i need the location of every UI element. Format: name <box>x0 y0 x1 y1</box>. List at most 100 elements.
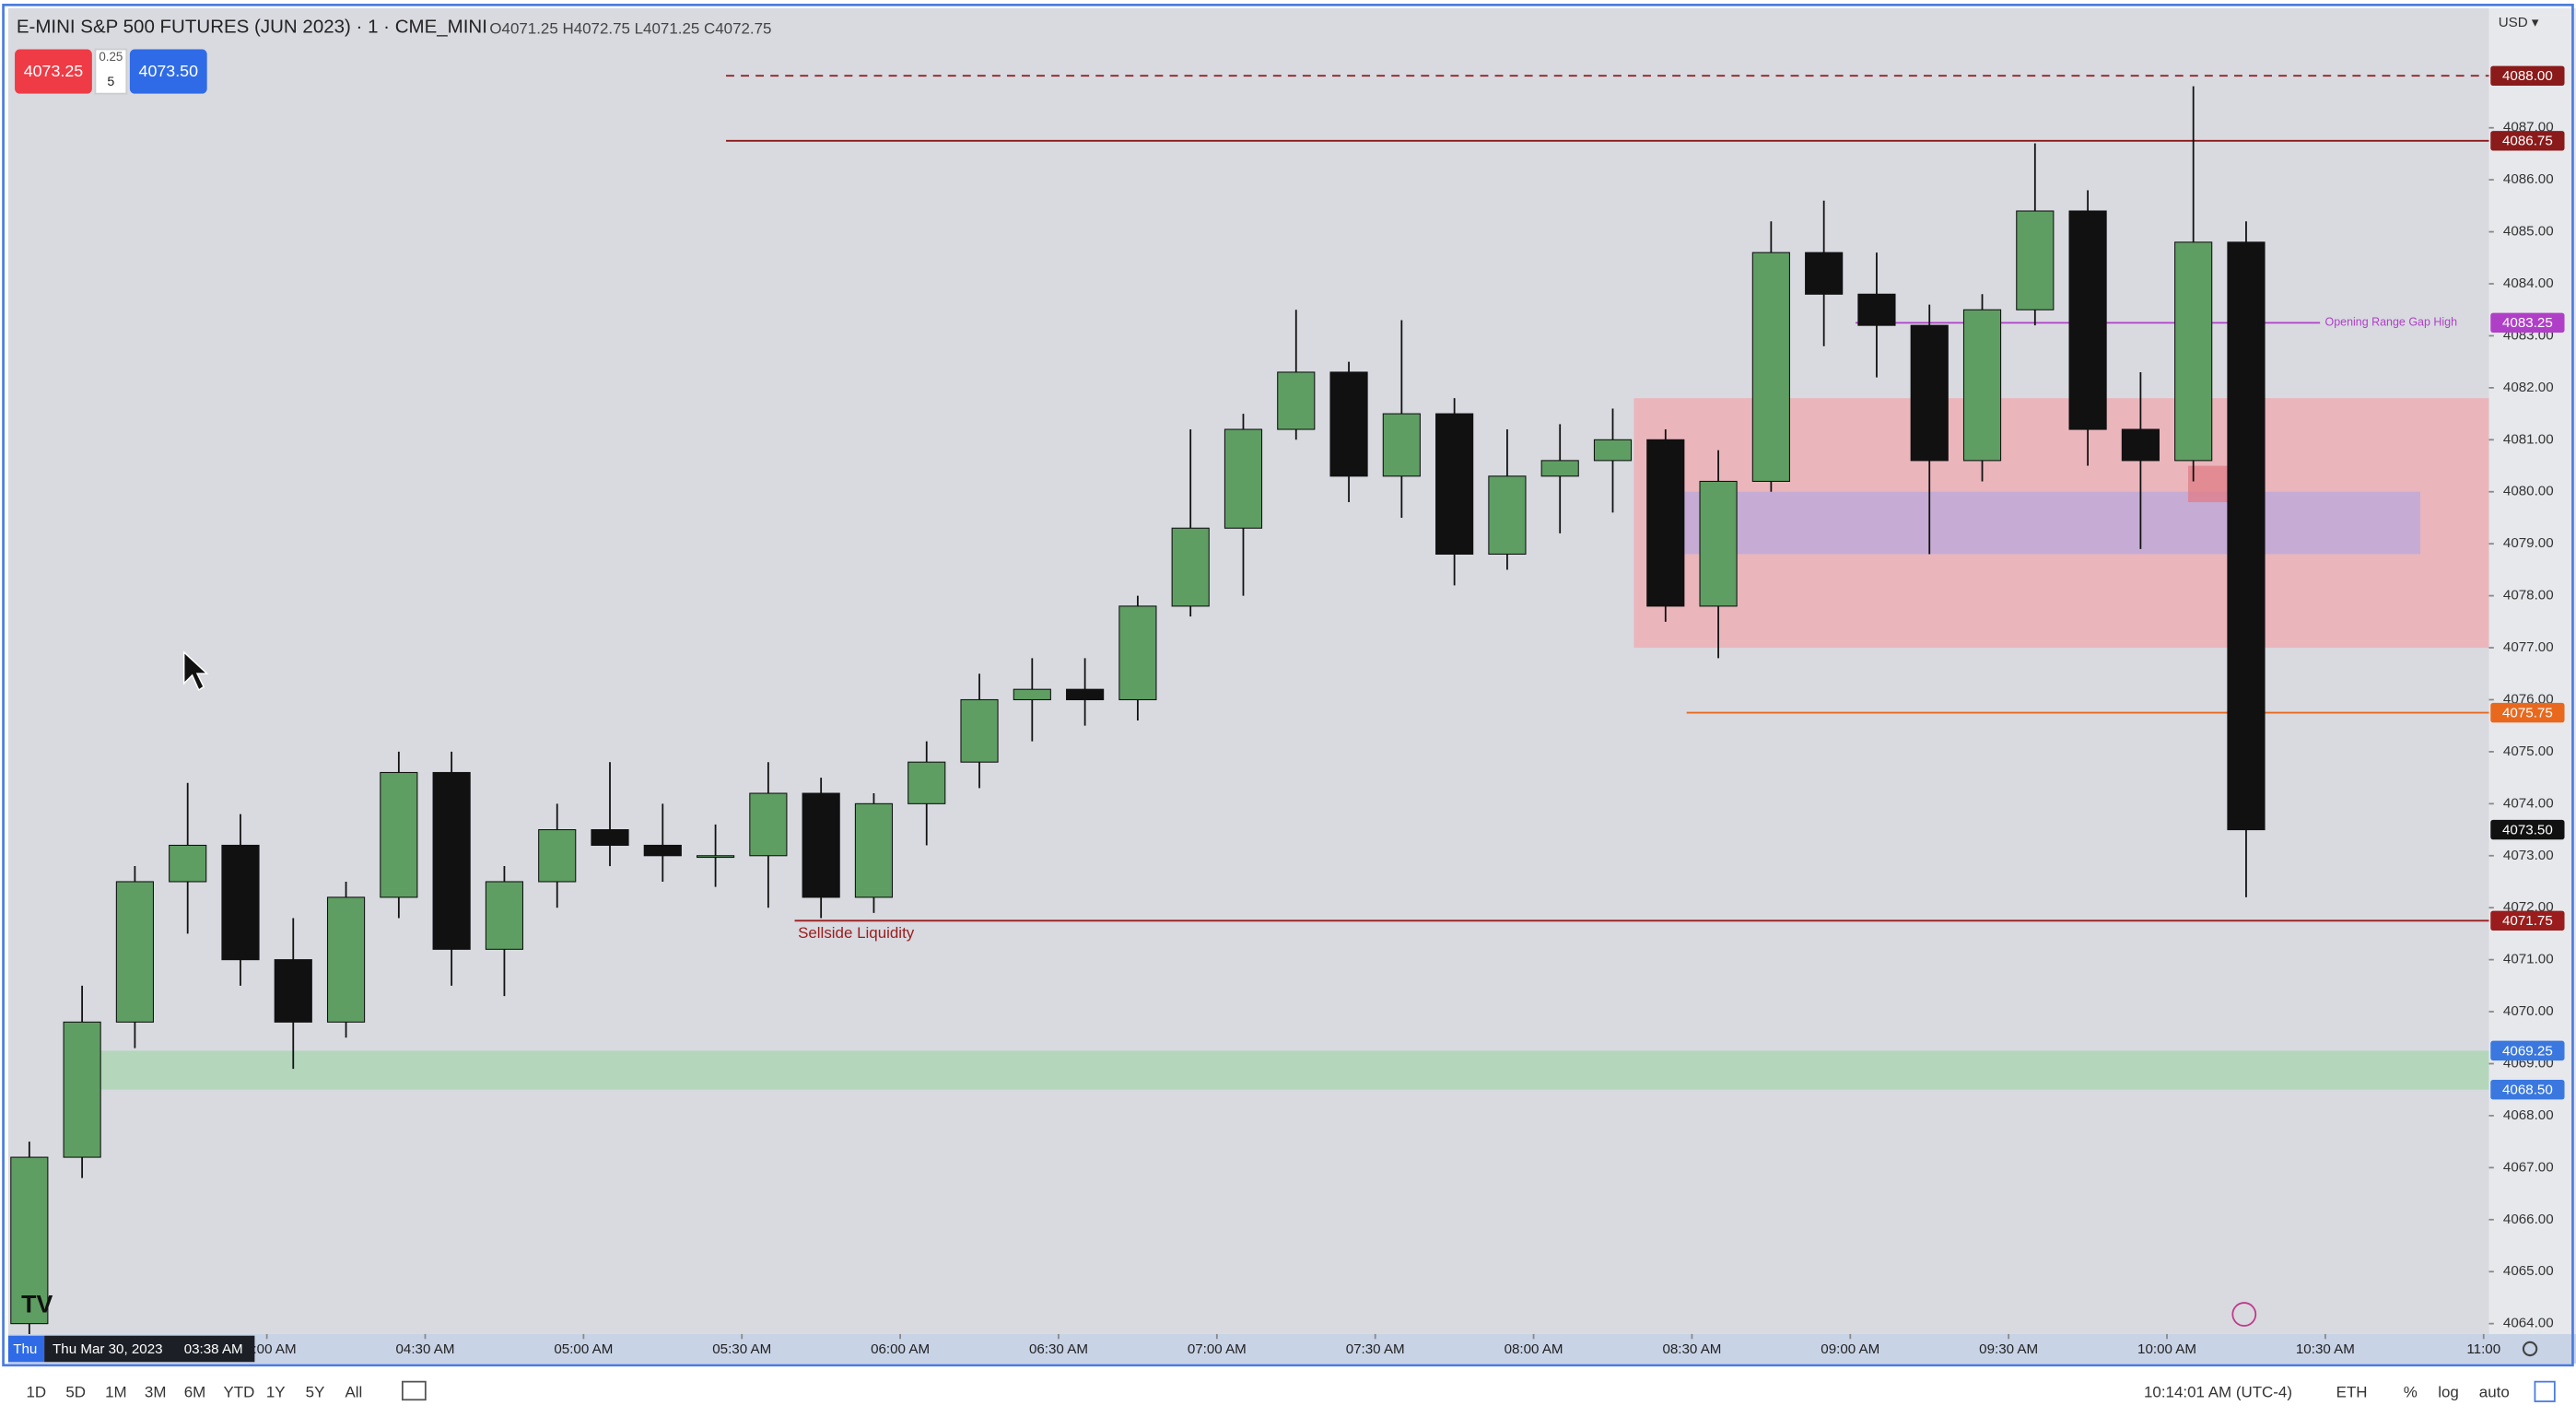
price-label: 4073.50 <box>2502 822 2553 837</box>
y-tick-label: 4082.00 <box>2503 380 2554 395</box>
range-button[interactable]: 5D <box>65 1384 86 1401</box>
candle-body <box>538 829 577 883</box>
candle-body <box>1382 413 1421 477</box>
level-annotation: Sellside Liquidity <box>798 924 915 942</box>
quantity[interactable]: 5 <box>107 75 114 89</box>
candle-body <box>2174 241 2213 462</box>
candle-body <box>1066 688 1105 701</box>
fullscreen-icon[interactable] <box>2534 1380 2556 1402</box>
buy-button[interactable] <box>129 49 207 94</box>
candle-body <box>115 881 154 1023</box>
x-tick-label: 07:00 AM <box>1188 1341 1247 1357</box>
range-button[interactable]: All <box>345 1384 362 1401</box>
y-tick-label: 4086.00 <box>2503 171 2554 187</box>
candle-body <box>2121 428 2160 462</box>
y-tick-label: 4068.00 <box>2503 1107 2554 1123</box>
tv-logo: TV <box>21 1291 53 1318</box>
price-zone <box>1660 491 2421 555</box>
session-button[interactable]: ETH <box>2336 1384 2368 1401</box>
candle-body <box>63 1021 101 1158</box>
price-label: 4083.25 <box>2502 315 2553 331</box>
y-tick-label: 4085.00 <box>2503 224 2554 240</box>
bottom-toolbar: 1D 5D 1M 3M 6M YTD 1Y 5Y All 10:14:01 AM (UTC-4) E… <box>27 1384 2510 1401</box>
candle-body <box>169 844 207 883</box>
candle-body <box>485 881 524 950</box>
x-tick-label: 06:30 AM <box>1029 1341 1088 1357</box>
plot-layer <box>10 75 2489 1334</box>
y-tick-label: 4074.00 <box>2503 795 2554 811</box>
price-label-box <box>2490 1080 2565 1100</box>
price-label: 4071.75 <box>2502 913 2553 929</box>
candle-body <box>1171 527 1210 607</box>
price-label: 4088.00 <box>2502 68 2553 84</box>
price-label-box <box>2490 312 2565 334</box>
x-tick-label: 09:00 AM <box>1821 1341 1879 1357</box>
x-tick-label: 06:00 AM <box>871 1341 930 1357</box>
price-label-box <box>2490 131 2565 151</box>
price-axis <box>2488 7 2576 1334</box>
settings-icon[interactable] <box>2522 1341 2538 1357</box>
alert-icon[interactable] <box>2231 1302 2257 1327</box>
candle-body <box>1646 439 1685 607</box>
y-tick-label: 4077.00 <box>2503 639 2554 655</box>
mouse-cursor <box>183 650 209 692</box>
candle-body <box>1805 252 1844 295</box>
candle-body <box>643 844 682 857</box>
price-label-box <box>2490 65 2565 86</box>
candle-body <box>1118 605 1157 701</box>
y-tick-label: 4073.00 <box>2503 848 2554 863</box>
range-button[interactable]: 1D <box>27 1384 47 1401</box>
candle-body <box>697 855 735 859</box>
candle-body <box>1435 413 1474 555</box>
y-tick-label: 4065.00 <box>2503 1263 2554 1279</box>
y-tick-label: 4075.00 <box>2503 744 2554 759</box>
x-tick-label: 11:00 <box>2466 1341 2500 1357</box>
ohlc-readout: O4071.25 H4072.75 L4071.25 C4072.75 <box>489 20 771 38</box>
chart-frame <box>2 4 2574 1367</box>
y-tick-label: 4070.00 <box>2503 1003 2554 1019</box>
x-tick-label: 09:30 AM <box>1979 1341 2038 1357</box>
y-tick-label: 4071.00 <box>2503 952 2554 967</box>
candle-body <box>749 792 788 857</box>
candle-body <box>960 698 999 763</box>
candle-body <box>907 761 946 804</box>
price-label: 4086.75 <box>2502 134 2553 149</box>
candle-body <box>1488 475 1527 555</box>
range-button[interactable]: 1Y <box>266 1384 286 1401</box>
candle-body <box>1277 371 1316 430</box>
range-button[interactable]: 1M <box>105 1384 127 1401</box>
candle-body <box>1013 688 1051 701</box>
price-label-box <box>2490 910 2565 931</box>
candle-body <box>1540 460 1579 477</box>
auto-button[interactable]: auto <box>2479 1384 2510 1401</box>
quantity-box[interactable] <box>94 48 128 95</box>
candle-body <box>1857 293 1896 326</box>
date-range-icon[interactable] <box>401 1380 427 1401</box>
range-button[interactable]: YTD <box>224 1384 255 1401</box>
candle-body <box>854 802 894 898</box>
candle-body <box>432 771 471 950</box>
sell-price[interactable]: 4073.25 <box>24 62 84 80</box>
currency-menu[interactable]: USD ▾ <box>2499 15 2539 30</box>
x-tick-label: 05:30 AM <box>712 1341 771 1357</box>
x-tick-label: 08:00 AM <box>1505 1341 1563 1357</box>
range-button[interactable]: 5Y <box>306 1384 325 1401</box>
candle-body <box>10 1156 49 1325</box>
crosshair-box <box>44 1335 255 1363</box>
range-button[interactable]: 6M <box>184 1384 206 1401</box>
buy-price[interactable]: 4073.50 <box>139 62 199 80</box>
range-button[interactable]: 3M <box>145 1384 167 1401</box>
y-tick-label: 4080.00 <box>2503 484 2554 499</box>
price-label-box <box>2490 702 2565 723</box>
candle-body <box>2068 210 2107 430</box>
candle-body <box>1593 439 1633 462</box>
candle-body <box>591 829 629 847</box>
percent-button[interactable]: % <box>2404 1384 2418 1401</box>
x-tick-label: 07:30 AM <box>1346 1341 1405 1357</box>
sell-button[interactable] <box>15 49 92 94</box>
x-tick-label: 10:30 AM <box>2296 1341 2355 1357</box>
y-tick-label: 4084.00 <box>2503 275 2554 291</box>
y-tick-label: 4067.00 <box>2503 1159 2554 1175</box>
log-button[interactable]: log <box>2438 1384 2459 1401</box>
